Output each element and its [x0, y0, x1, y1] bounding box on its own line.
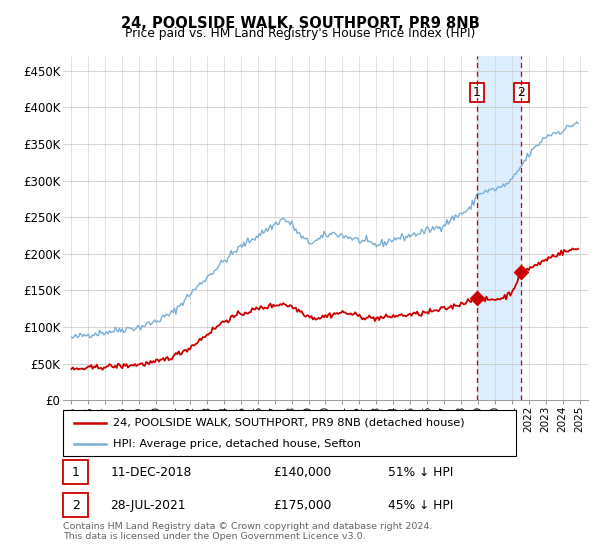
- Text: 1: 1: [473, 86, 481, 99]
- Text: 2: 2: [71, 498, 80, 512]
- Text: 11-DEC-2018: 11-DEC-2018: [110, 465, 191, 479]
- Text: 45% ↓ HPI: 45% ↓ HPI: [389, 498, 454, 512]
- Bar: [477, 56, 521, 400]
- Point: [472, 293, 482, 302]
- Text: 24, POOLSIDE WALK, SOUTHPORT, PR9 8NB: 24, POOLSIDE WALK, SOUTHPORT, PR9 8NB: [121, 16, 479, 31]
- Text: 51% ↓ HPI: 51% ↓ HPI: [389, 465, 454, 479]
- Text: 24, POOLSIDE WALK, SOUTHPORT, PR9 8NB (detached house): 24, POOLSIDE WALK, SOUTHPORT, PR9 8NB (d…: [113, 418, 464, 428]
- Text: 1: 1: [71, 465, 80, 479]
- FancyBboxPatch shape: [63, 410, 516, 456]
- Text: £175,000: £175,000: [273, 498, 331, 512]
- Text: 2: 2: [518, 86, 526, 99]
- Text: £140,000: £140,000: [273, 465, 331, 479]
- Text: 28-JUL-2021: 28-JUL-2021: [110, 498, 186, 512]
- FancyBboxPatch shape: [63, 460, 88, 484]
- Text: HPI: Average price, detached house, Sefton: HPI: Average price, detached house, Seft…: [113, 439, 361, 449]
- Point: [517, 268, 526, 277]
- FancyBboxPatch shape: [63, 493, 88, 517]
- Text: Contains HM Land Registry data © Crown copyright and database right 2024.
This d: Contains HM Land Registry data © Crown c…: [63, 522, 433, 542]
- Text: Price paid vs. HM Land Registry's House Price Index (HPI): Price paid vs. HM Land Registry's House …: [125, 27, 475, 40]
